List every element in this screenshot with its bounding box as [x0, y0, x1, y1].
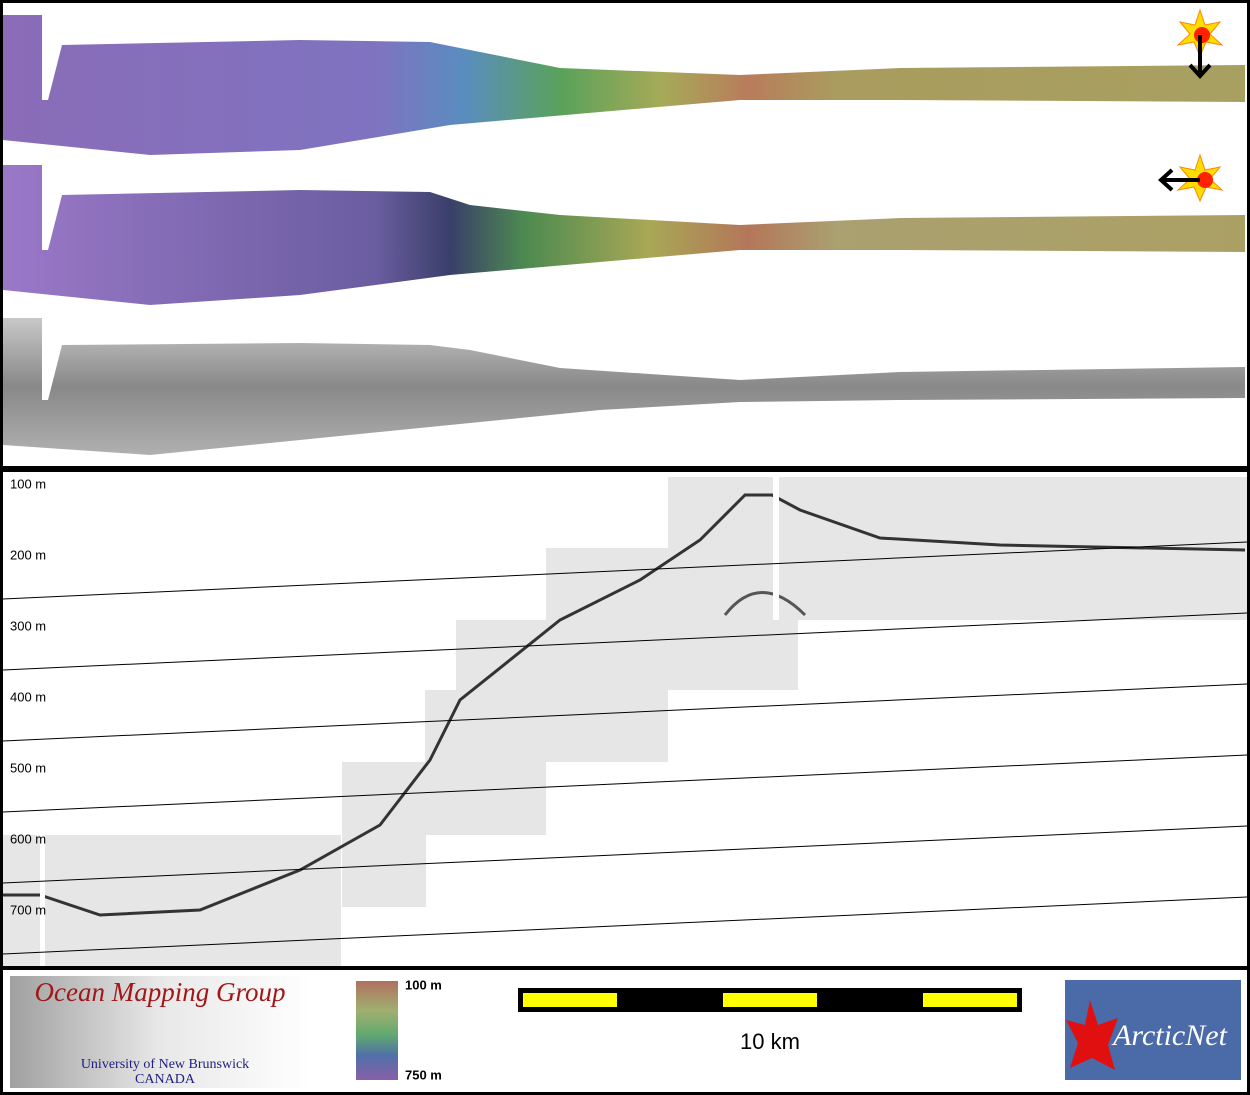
depth-label: 100 m	[10, 476, 46, 491]
depth-line	[2, 754, 1248, 813]
logo-university: University of New Brunswick	[81, 1057, 249, 1072]
depth-label: 200 m	[10, 547, 46, 562]
logo-title: Ocean Mapping Group	[35, 977, 286, 1007]
scale-label: 10 km	[740, 1029, 800, 1054]
depth-line	[2, 541, 1248, 600]
colorbar-bottom: 750 m	[405, 1067, 442, 1082]
sun-illumination-north	[1176, 8, 1224, 79]
data-gap	[773, 477, 779, 620]
omg-logo	[10, 976, 310, 1088]
depth-label: 600 m	[10, 831, 46, 846]
depth-line	[2, 612, 1248, 671]
partner-name: ArcticNet	[1111, 1019, 1228, 1052]
depth-label: 400 m	[10, 689, 46, 704]
depth-grid: 100 m 200 m 300 m 400 m 500 m 600 m 700 m	[2, 476, 1248, 955]
maple-leaf	[1066, 1000, 1118, 1070]
data-gap	[40, 835, 45, 966]
seabed-profile	[3, 493, 1246, 917]
multiple-echo	[723, 591, 807, 617]
sun-illumination-west	[1158, 153, 1224, 203]
shaded-bathymetry-west	[3, 165, 1245, 305]
logo-country: CANADA	[135, 1072, 196, 1087]
depth-label: 300 m	[10, 618, 46, 633]
depth-label: 500 m	[10, 760, 46, 775]
shaded-bathymetry-north	[3, 15, 1245, 155]
depth-line	[2, 683, 1248, 742]
colorbar-top: 100 m	[405, 977, 442, 992]
colorbar	[356, 981, 398, 1080]
backscatter	[3, 318, 1245, 455]
depth-label: 700 m	[10, 902, 46, 917]
depth-line	[2, 896, 1248, 955]
scale-bar	[518, 988, 1022, 1012]
depth-line	[2, 825, 1248, 884]
